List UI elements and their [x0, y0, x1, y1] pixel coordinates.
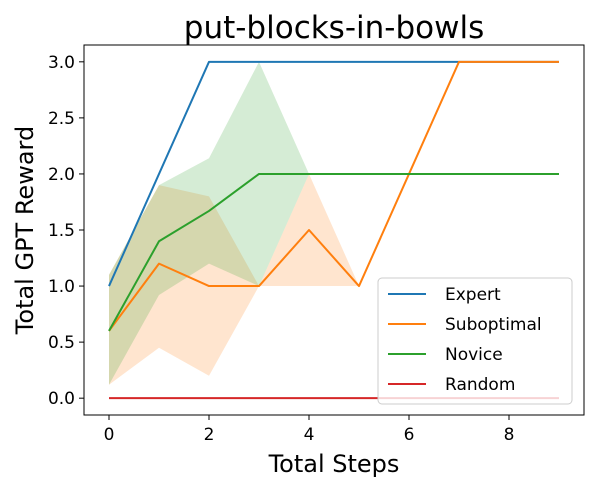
- chart-title: put-blocks-in-bowls: [184, 10, 484, 46]
- y-axis-ticks: 0.0 0.5 1.0 1.5 2.0 2.5 3.0: [48, 53, 84, 409]
- legend-label-random: Random: [445, 375, 515, 395]
- band-suboptimal: [109, 61, 559, 385]
- series-line-suboptimal: [108, 60, 559, 332]
- y-tick-label: 3.0: [48, 53, 75, 73]
- series-lines: [108, 60, 559, 400]
- y-axis-title: Total GPT Reward: [11, 126, 39, 335]
- y-tick-label: 1.0: [48, 277, 75, 297]
- series-line-novice: [108, 172, 559, 332]
- x-tick-label: 2: [204, 425, 215, 445]
- legend-box: [377, 277, 573, 405]
- x-tick-label: 0: [104, 425, 115, 445]
- band-novice: [109, 61, 559, 385]
- y-tick-label: 2.5: [48, 109, 75, 129]
- y-tick-label: 0.5: [48, 333, 75, 353]
- x-axis-ticks: 0 2 4 6 8: [104, 415, 515, 445]
- x-tick-label: 6: [404, 425, 415, 445]
- x-tick-label: 8: [504, 425, 515, 445]
- legend-label-novice: Novice: [445, 345, 503, 365]
- legend-label-expert: Expert: [445, 285, 501, 305]
- y-tick-label: 2.0: [48, 165, 75, 185]
- legend: Expert Suboptimal Novice Random: [377, 277, 573, 405]
- y-tick-label: 0.0: [48, 389, 75, 409]
- x-axis-title: Total Steps: [268, 450, 400, 478]
- y-tick-label: 1.5: [48, 221, 75, 241]
- x-tick-label: 4: [304, 425, 315, 445]
- legend-label-suboptimal: Suboptimal: [445, 315, 542, 335]
- confidence-bands: [109, 61, 559, 385]
